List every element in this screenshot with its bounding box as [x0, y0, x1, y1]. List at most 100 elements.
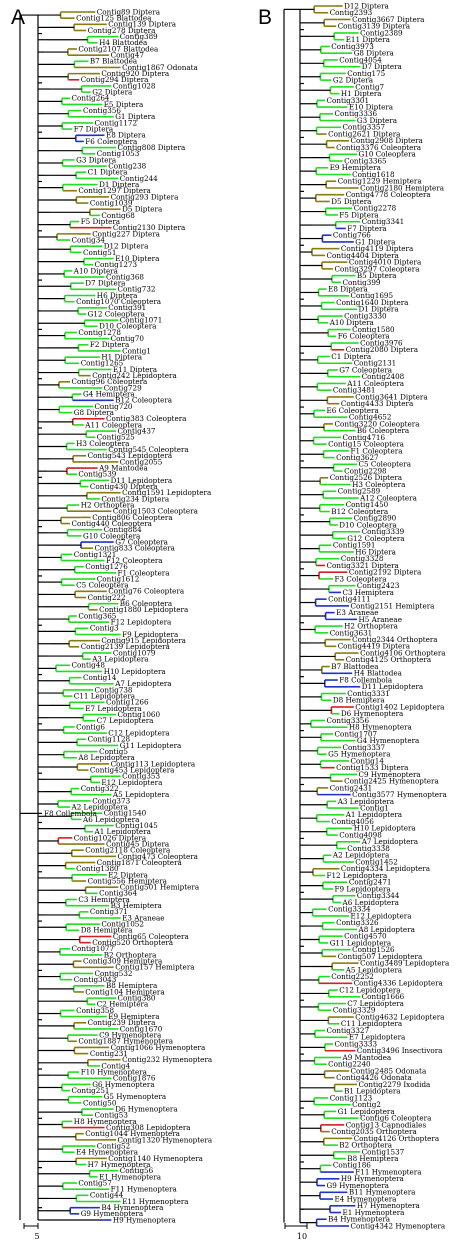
- leaf-label: Contig1123: [330, 1093, 373, 1102]
- leaf-label: Contig3976: [360, 338, 403, 347]
- leaf-label: Contig1695: [351, 291, 394, 300]
- leaf-label: B7 Blattodea: [331, 662, 379, 671]
- leaf-label: Contig389: [120, 32, 158, 41]
- leaf-label: G9 Hymenoptera: [81, 1209, 144, 1218]
- leaf-label: Contig3627: [336, 453, 379, 462]
- leaf-label: B2 Orthoptera: [339, 1141, 392, 1150]
- leaf-label: Contig1028: [113, 81, 156, 90]
- leaf-label: Contig3376 Coleoptera: [336, 143, 422, 152]
- leaf-label: E12 Lepidoptera: [351, 911, 413, 920]
- leaf-label: Contig2485 Odonata: [351, 1066, 427, 1075]
- leaf-label: Contig3667 Diptera: [352, 15, 425, 24]
- leaf-label: Contig1880 Lepidoptera: [99, 605, 189, 614]
- leaf-label: Contig1380: [76, 864, 119, 873]
- panel-a-letter: A: [11, 6, 26, 29]
- leaf-label: Contig2055: [120, 457, 163, 466]
- leaf-label: Contig3973: [331, 42, 374, 51]
- leaf-label: Contig3: [90, 624, 119, 633]
- leaf-label: D1 Diptera: [359, 305, 400, 314]
- leaf-label: B3 Hemiptera: [111, 901, 163, 910]
- leaf-label: Contig57: [78, 1178, 112, 1187]
- leaf-label: Contig1871 Coleoptera: [97, 858, 183, 867]
- leaf-label: Contig139 Diptera: [108, 20, 176, 29]
- leaf-label: H2 Orthoptera: [344, 622, 398, 631]
- leaf-label: Contig89 Diptera: [97, 7, 161, 16]
- leaf-label: Contig1867 Odonata: [122, 63, 198, 72]
- leaf-label: Contig1: [360, 803, 389, 812]
- leaf-label: Contig720: [95, 402, 133, 411]
- leaf-label: Contig1297 Diptera: [78, 186, 151, 195]
- leaf-label: Contig2118 Coleoptera: [85, 846, 171, 855]
- leaf-label: Contig242 Lepidoptera: [92, 371, 177, 380]
- leaf-label: C2 Hemiptera: [97, 1000, 149, 1009]
- leaf-label: Contig3326: [336, 918, 379, 927]
- leaf-label: B4 Hymenoptera: [328, 1215, 391, 1224]
- leaf-label: Contig2: [352, 1100, 381, 1109]
- leaf-label: Contig3338: [347, 844, 390, 853]
- leaf-label: Contig1640 Diptera: [336, 298, 409, 307]
- leaf-label: G5 Hymenoptera: [104, 1092, 167, 1101]
- leaf-label: Contig3337: [343, 743, 386, 752]
- leaf-label: Contig1077: [72, 944, 115, 953]
- leaf-label: Contig2344 Orthoptera: [352, 635, 438, 644]
- leaf-label: Contig125 Blattodea: [76, 14, 152, 23]
- leaf-label: Contig278 Diptera: [88, 26, 156, 35]
- leaf-label: Contig3330: [344, 311, 387, 320]
- leaf-label: Contig364: [99, 889, 137, 898]
- leaf-label: E8 Diptera: [106, 131, 146, 140]
- leaf-label: B12 Coleoptera: [115, 396, 173, 405]
- leaf-label: D12 Diptera: [344, 1, 389, 10]
- leaf-label: Contig7: [355, 82, 384, 91]
- leaf-label: C12 Lepidoptera: [339, 985, 401, 994]
- leaf-label: Contig5: [99, 747, 128, 756]
- leaf-label: C5 Coleoptera: [76, 581, 129, 590]
- leaf-label: Contig1503 Coleoptera: [113, 507, 199, 516]
- leaf-label: E2 Diptera: [108, 870, 148, 879]
- leaf-label: Contig2890: [354, 514, 397, 523]
- leaf-label: Contig1066 Hymenoptera: [111, 1043, 206, 1052]
- leaf-label: Contig3328: [341, 554, 384, 563]
- leaf-label: A7 Lepidoptera: [114, 679, 172, 688]
- leaf-label: Contig45 Diptera: [106, 839, 170, 848]
- leaf-label: Contig920 Diptera: [101, 69, 169, 78]
- leaf-label: B2 Orthoptera: [104, 950, 157, 959]
- leaf-label: Contig729: [104, 383, 142, 392]
- leaf-label: Contig1591 Lepidoptera: [122, 488, 212, 497]
- leaf-label: G5 Hymenoptera: [328, 750, 391, 759]
- leaf-label: H10 Lepidoptera: [104, 667, 167, 676]
- leaf-label: F5 Diptera: [339, 210, 379, 219]
- scale-bar-label: 10: [297, 1232, 307, 1241]
- leaf-label: Contig1266: [106, 698, 149, 707]
- leaf-label: Contig52: [97, 1141, 130, 1150]
- leaf-label: Contig3334: [328, 905, 371, 914]
- leaf-label: G1 Diptera: [115, 112, 156, 121]
- leaf-label: F5 Diptera: [81, 217, 121, 226]
- leaf-label: Contig44: [90, 1191, 124, 1200]
- leaf-label: Contig234 Diptera: [101, 494, 169, 503]
- leaf-label: Contig2279 Ixodida: [359, 1080, 432, 1089]
- leaf-label: Contig884: [104, 525, 142, 534]
- leaf-label: E4 Hymenoptera: [76, 1148, 139, 1157]
- leaf-label: Contig2621 Diptera: [328, 129, 401, 138]
- scale-bar-label: 5: [34, 1232, 39, 1241]
- leaf-label: Contig3496 Insectivora: [357, 1046, 443, 1055]
- leaf-label: Contig2240: [328, 1060, 371, 1069]
- leaf-label: D7 Diptera: [85, 279, 126, 288]
- leaf-label: E3 Araneae: [122, 913, 164, 922]
- leaf-label: Contig4: [101, 1061, 130, 1070]
- leaf-label: Contig2298: [344, 466, 387, 475]
- leaf-label: E11 Diptera: [346, 35, 391, 44]
- leaf-label: H7 Hymenoptera: [357, 1201, 421, 1210]
- leaf-label: B7 Blattodea: [90, 57, 138, 66]
- leaf-label: Contig1321: [74, 550, 117, 559]
- leaf-label: Contig251: [72, 1086, 110, 1095]
- leaf-label: Contig186: [333, 1161, 371, 1170]
- leaf-label: Contig2151 Hemiptera: [351, 601, 436, 610]
- leaf-label: Contig1060: [118, 710, 161, 719]
- leaf-label: Contig65 Coleoptera: [113, 932, 190, 941]
- leaf-label: Contig70: [111, 334, 145, 343]
- leaf-label: Contig4111: [328, 595, 371, 604]
- leaf-label: C1 Diptera: [88, 168, 129, 177]
- leaf-label: Contig1: [122, 346, 151, 355]
- leaf-label: Contig1044 Hymenoptera: [85, 1129, 180, 1138]
